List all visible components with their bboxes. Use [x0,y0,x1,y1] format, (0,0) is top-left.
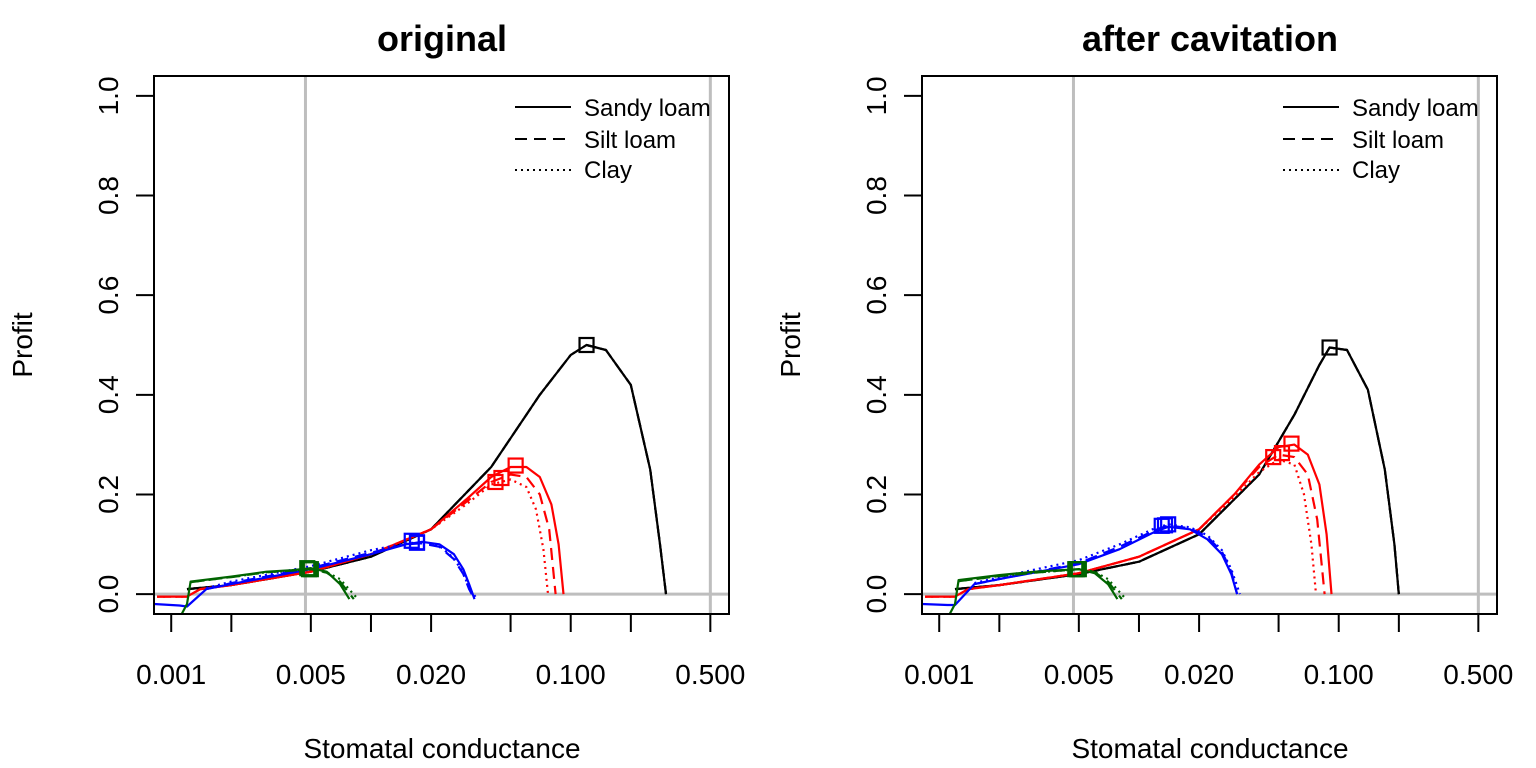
y-tick-label: 0.0 [861,575,892,614]
optimum-marker-ff0000-solid [1283,435,1300,452]
x-tick-label: 0.001 [136,659,206,690]
y-tick-label: 1.0 [93,76,124,115]
x-tick-label: 0.100 [1304,659,1374,690]
series-line-0000ff-dashed [206,542,476,600]
panel-title: original [377,18,507,59]
x-tick-label: 0.001 [904,659,974,690]
guide-lines [154,76,729,614]
x-axis-label: Stomatal conductance [303,733,580,764]
x-tick-label: 0.100 [536,659,606,690]
y-tick-label: 0.6 [93,276,124,315]
optimum-marker-ff0000-solid [507,457,524,474]
series-line-0000ff-solid [922,525,1239,607]
panel-after-cavitation: after cavitation Stomatal conductance Pr… [775,18,1513,764]
x-tick-label: 0.020 [1164,659,1234,690]
optimum-marker-ff0000-dotted [1265,448,1282,466]
legend-label-sandy-loam: Sandy loam [584,95,711,122]
series-line-006400-dashed [190,568,355,600]
legend-label-clay: Clay [584,157,632,184]
y-tick-label: 0.2 [93,475,124,514]
x-axis: 0.001 0.005 0.020 0.100 0.500 [904,613,1513,690]
series-line-ff0000-dashed [925,453,1326,598]
legend: Sandy loam Silt loam Clay [515,95,711,184]
series-layer [922,346,1400,614]
x-tick-label: 0.005 [1044,659,1114,690]
optimum-markers [299,336,595,578]
optimum-marker-ff0000-dashed [1273,444,1291,462]
series-line-006400-dashed [958,568,1123,600]
series-line-0000ff-dotted [974,523,1241,595]
plot-area [921,75,1498,615]
y-axis-label: Profit [7,312,38,378]
y-axis-label: Profit [775,312,806,378]
x-axis: 0.001 0.005 0.020 0.100 0.500 [136,613,745,690]
panel-original: original Stomatal conductance Profit 0.0… [7,18,745,764]
y-tick-label: 0.8 [861,176,892,215]
optimum-marker-006400-dotted [1070,561,1087,578]
legend-label-silt-loam: Silt loam [1352,127,1444,154]
y-tick-label: 0.4 [93,375,124,414]
x-tick-label: 0.005 [276,659,346,690]
optimum-marker-0000ff-dotted [1160,516,1177,533]
optimum-markers [1067,339,1338,578]
panel-title: after cavitation [1082,18,1338,59]
y-tick-label: 0.2 [861,475,892,514]
legend-label-silt-loam: Silt loam [584,127,676,154]
series-line-000000-dotted [954,346,1400,595]
series-layer [154,343,668,614]
optimum-marker-000000-solid [578,336,595,354]
plot-area [153,75,730,615]
optimum-marker-0000ff-solid [403,532,420,549]
x-axis-label: Stomatal conductance [1071,733,1348,764]
y-tick-label: 0.0 [93,575,124,614]
legend: Sandy loam Silt loam Clay [1283,95,1479,184]
x-tick-label: 0.500 [675,659,745,690]
y-tick-label: 0.4 [861,375,892,414]
optimum-marker-000000-solid [1321,339,1338,356]
y-tick-label: 1.0 [861,76,892,115]
optimum-marker-006400-dotted [302,561,319,578]
x-tick-label: 0.020 [396,659,466,690]
optimum-marker-ff0000-dotted [487,473,504,491]
series-line-000000-dotted [186,343,668,595]
series-line-0000ff-solid [154,540,476,608]
series-line-0000ff-dashed [974,524,1239,595]
y-tick-label: 0.6 [861,276,892,315]
x-tick-label: 0.500 [1443,659,1513,690]
y-axis: 0.0 0.2 0.4 0.6 0.8 1.0 [93,76,155,614]
y-tick-label: 0.8 [93,176,124,215]
y-axis: 0.0 0.2 0.4 0.6 0.8 1.0 [861,76,923,614]
legend-label-clay: Clay [1352,157,1400,184]
optimum-marker-0000ff-dotted [408,534,426,551]
series-line-ff0000-dotted [157,478,550,598]
legend-label-sandy-loam: Sandy loam [1352,95,1479,122]
guide-lines [922,76,1497,614]
